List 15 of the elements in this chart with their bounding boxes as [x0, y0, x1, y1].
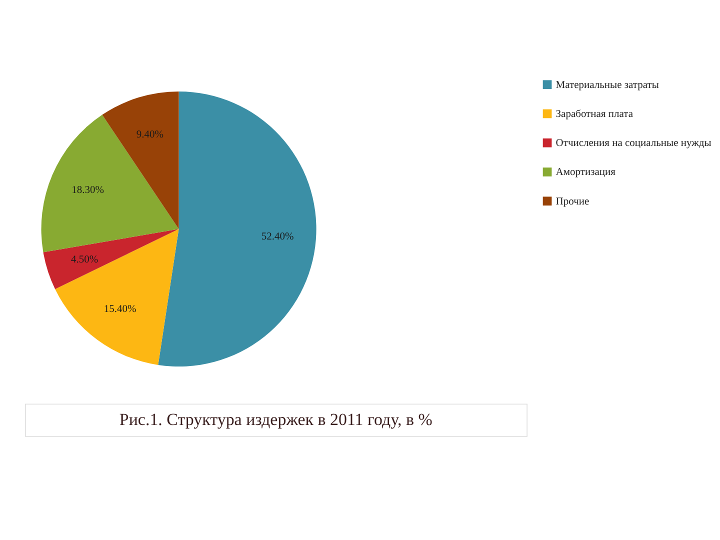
- legend-label: Прочие: [556, 196, 590, 208]
- pie-slice: [43, 229, 179, 290]
- data-label: 15.40%: [104, 304, 137, 315]
- legend-label: Отчисления на социальные нужды: [556, 138, 712, 150]
- data-label: 52.40%: [261, 232, 294, 243]
- legend-label: Заработная плата: [556, 108, 634, 120]
- data-label: 9.40%: [136, 130, 164, 141]
- text: Рис.1. Структура издержек в 2011 году, в %: [119, 410, 432, 429]
- data-label: 18.30%: [72, 185, 104, 196]
- legend-label: Материальные затраты: [556, 80, 659, 91]
- pie-slice: [102, 91, 179, 230]
- pie-slice: [55, 229, 179, 365]
- legend-label: Амортизация: [556, 167, 616, 178]
- pie-slice: [41, 114, 179, 252]
- data-label: 4.50%: [70, 254, 98, 266]
